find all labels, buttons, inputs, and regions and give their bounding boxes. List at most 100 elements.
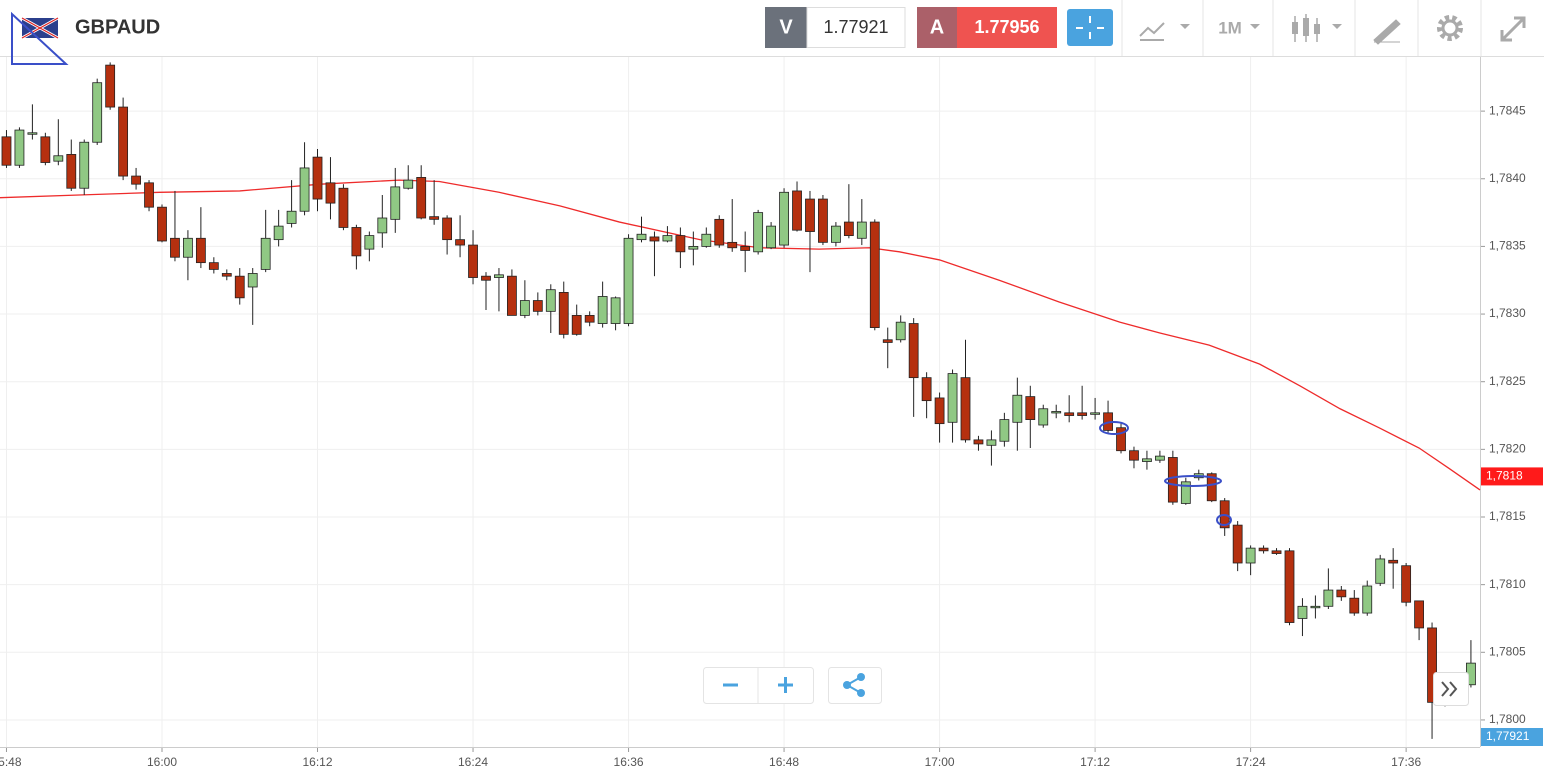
candle-body (468, 244, 478, 278)
zoom-in[interactable] (778, 677, 793, 693)
y-tick-label: 1,7835 (1489, 239, 1526, 253)
timeframe[interactable]: 1M (1218, 18, 1242, 37)
candle-body (351, 227, 362, 257)
candle-body (377, 217, 388, 234)
bid-label: V (779, 16, 793, 38)
x-tick-label: 17:24 (1236, 755, 1266, 769)
candle-body (1245, 547, 1256, 564)
candle-body (429, 216, 440, 220)
candle-body (1375, 558, 1386, 584)
x-tick-label: 15:48 (0, 755, 22, 769)
annotations (1099, 421, 1232, 526)
candle-body (779, 191, 789, 246)
y-tick-label: 1,7805 (1489, 644, 1526, 658)
annotation-ellipse (1216, 514, 1232, 526)
settings-icon[interactable] (1437, 15, 1463, 41)
share-button[interactable] (828, 667, 882, 704)
annotation-ellipse (1099, 421, 1129, 435)
y-tick-label: 1,7820 (1489, 442, 1526, 456)
candle-body (390, 186, 401, 220)
candle-body (1025, 396, 1036, 420)
candle-body (1388, 559, 1399, 564)
candle-body (105, 64, 116, 108)
candle-body (1154, 455, 1165, 461)
candle-icon[interactable] (1292, 14, 1320, 42)
x-tick-label: 16:00 (147, 755, 177, 769)
candle-body (1, 136, 12, 166)
candle-body (921, 377, 932, 402)
draw-icon[interactable] (1373, 19, 1401, 45)
dropdown-caret (1332, 24, 1342, 29)
candle-body (1349, 597, 1360, 614)
candle-body (507, 275, 517, 316)
candle-body (999, 419, 1010, 442)
x-tick-label: 17:00 (925, 755, 955, 769)
candle-body (1336, 589, 1347, 598)
crosshair-icon (1076, 16, 1104, 39)
candle-body (610, 297, 621, 324)
candle-body (494, 274, 504, 278)
ask-badge[interactable] (917, 7, 957, 48)
y-tick-label: 1,7810 (1489, 577, 1526, 591)
candle-body (481, 275, 491, 281)
candle-body (299, 167, 310, 212)
candle-body (1401, 565, 1412, 603)
candle-body (947, 373, 958, 423)
candle-body (740, 246, 751, 251)
candle-body (519, 300, 530, 316)
candle-body (895, 321, 906, 341)
price-label-box (1481, 728, 1543, 746)
candle-body (1012, 394, 1023, 423)
bid-box[interactable] (806, 7, 906, 48)
candle-body (234, 275, 245, 299)
candle-body (792, 190, 802, 231)
candle-body (79, 141, 90, 189)
ask-box[interactable] (957, 7, 1057, 48)
candle-body (1167, 457, 1178, 503)
share-icon (843, 673, 865, 697)
candle-body (364, 235, 375, 250)
candle-body (66, 154, 77, 189)
bid-badge[interactable] (765, 7, 807, 48)
candle-body (623, 237, 634, 324)
candle-body (1258, 547, 1269, 552)
candle-body (1090, 412, 1100, 415)
candle-body (416, 177, 427, 219)
candle-body (273, 225, 284, 241)
candle-body (688, 246, 699, 250)
candle-body (1310, 605, 1321, 609)
candle-body (753, 212, 764, 253)
candle-body (131, 175, 141, 185)
candle-body (532, 300, 543, 312)
chart-type-icon[interactable] (1139, 22, 1165, 41)
candle-body (1206, 473, 1217, 502)
candle-body (92, 82, 103, 143)
candle-body (118, 106, 129, 177)
price-label: 1,7818 (1486, 469, 1523, 483)
x-tick-label: 16:36 (614, 755, 644, 769)
candle-body (584, 315, 595, 323)
candle-body (831, 225, 841, 243)
crosshair-button[interactable] (1067, 9, 1113, 46)
candle-body (1180, 481, 1191, 504)
candle-body (649, 236, 660, 242)
candle-body (934, 397, 945, 425)
scroll-end-button[interactable] (1433, 672, 1469, 706)
candle-body (558, 292, 569, 335)
candle-body (27, 132, 38, 135)
candle-body (221, 273, 232, 277)
candle-body (286, 210, 297, 224)
settings-icon-ring (1441, 19, 1459, 37)
candle-body (195, 237, 206, 264)
fullscreen-icon[interactable] (1500, 16, 1526, 42)
candle-body (701, 233, 712, 247)
candle-body (170, 237, 180, 258)
candle-body (882, 339, 893, 343)
candle-body (1232, 524, 1243, 564)
candle-body (714, 218, 725, 246)
scroll-end-icon (1441, 681, 1458, 697)
candle-body (1271, 550, 1282, 554)
x-tick-label: 16:24 (458, 755, 488, 769)
